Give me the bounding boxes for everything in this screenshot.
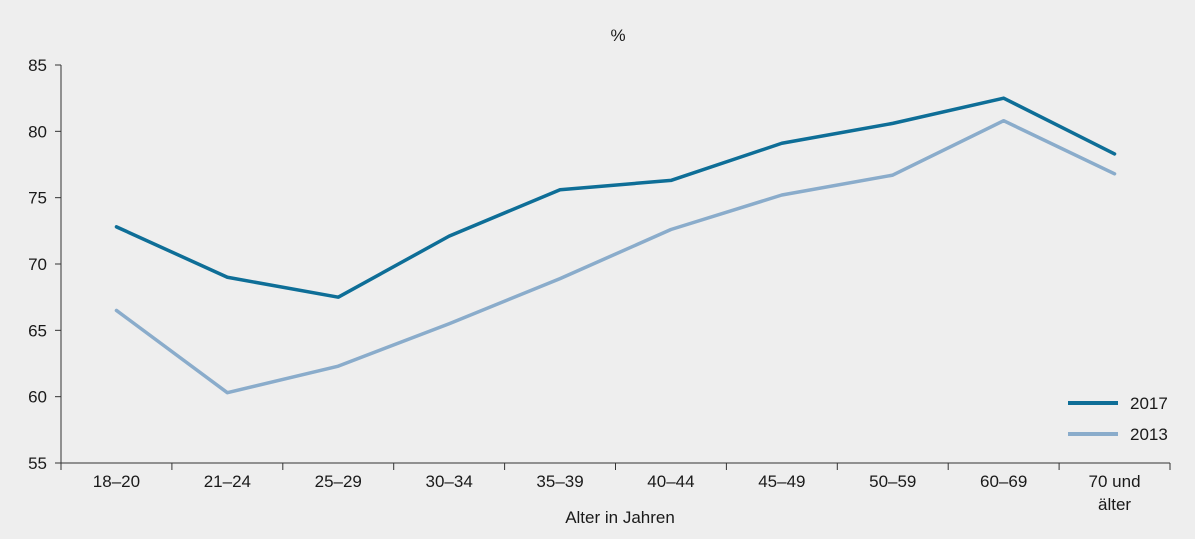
series-layer (114, 96, 1117, 395)
legend-label-2013: 2013 (1130, 425, 1168, 444)
x-tick-label: 21–24 (204, 472, 251, 491)
x-axis-title: Alter in Jahren (565, 508, 675, 527)
x-tick-label: 35–39 (536, 472, 583, 491)
y-tick-label: 80 (28, 122, 47, 141)
x-tick-label: 70 und (1089, 472, 1141, 491)
y-tick-label: 85 (28, 56, 47, 75)
series-line-2017 (114, 96, 1117, 299)
y-axis: 55 60 65 70 75 80 85 (28, 56, 61, 473)
x-tick-label: 60–69 (980, 472, 1027, 491)
x-tick-label: 18–20 (93, 472, 140, 491)
y-tick-label: 55 (28, 454, 47, 473)
series-line-2013 (114, 118, 1117, 395)
unit-label: % (610, 26, 625, 45)
x-tick-label: 45–49 (758, 472, 805, 491)
x-tick-label: 25–29 (315, 472, 362, 491)
y-tick-label: 60 (28, 388, 47, 407)
legend: 2017 2013 (1068, 394, 1168, 444)
x-tick-label: 40–44 (647, 472, 694, 491)
x-axis: 18–20 21–24 25–29 30–34 35–39 40–44 45–49 50–59… (60, 463, 1171, 514)
y-tick-label: 75 (28, 189, 47, 208)
x-tick-label: älter (1098, 495, 1131, 514)
x-tick-label: 50–59 (869, 472, 916, 491)
y-tick-label: 70 (28, 255, 47, 274)
y-tick-label: 65 (28, 321, 47, 340)
x-tick-label: 30–34 (426, 472, 473, 491)
legend-label-2017: 2017 (1130, 394, 1168, 413)
